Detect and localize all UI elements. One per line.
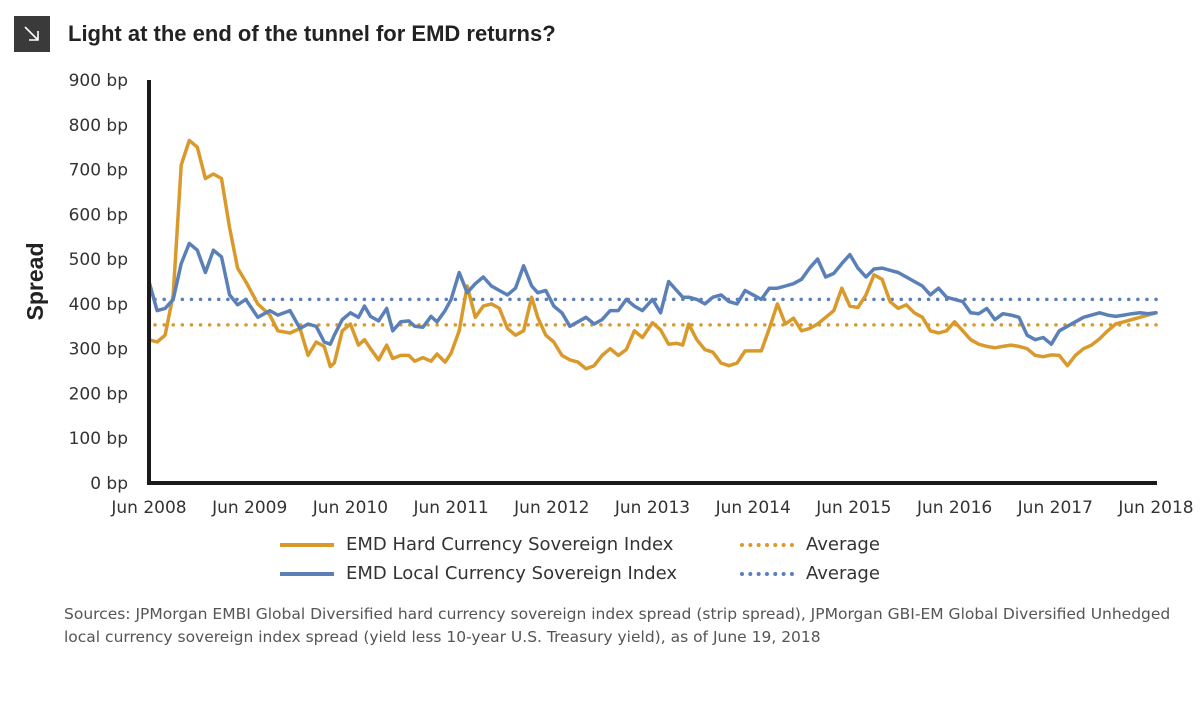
legend-label-hard-average: Average — [806, 534, 880, 555]
series-line-local — [147, 241, 1158, 346]
x-tick-label: Jun 2010 — [312, 498, 388, 518]
chart-title: Light at the end of the tunnel for EMD r… — [68, 21, 556, 46]
sources-note: Sources: JPMorgan EMBI Global Diversifie… — [64, 605, 1171, 646]
legend: EMD Hard Currency Sovereign Index Averag… — [280, 530, 880, 588]
legend-row-local: EMD Local Currency Sovereign Index Avera… — [280, 559, 880, 588]
x-tick-label: Jun 2011 — [412, 498, 488, 518]
y-tick-label: 400 bp — [69, 295, 128, 315]
y-tick-label: 100 bp — [69, 429, 128, 449]
legend-item-local: EMD Local Currency Sovereign Index — [280, 563, 677, 584]
x-tick-label: Jun 2013 — [614, 498, 690, 518]
x-tick-label: Jun 2012 — [513, 498, 589, 518]
y-tick-label: 200 bp — [69, 384, 128, 404]
legend-swatch-local — [280, 571, 334, 576]
legend-swatch-local-average — [740, 571, 794, 576]
y-tick-label: 500 bp — [69, 250, 128, 270]
legend-swatch-hard-average — [740, 542, 794, 547]
legend-label-local: EMD Local Currency Sovereign Index — [346, 563, 678, 584]
legend-item-hard-average: Average — [740, 534, 880, 555]
legend-swatch-hard — [280, 542, 334, 547]
y-tick-label: 700 bp — [69, 161, 128, 181]
y-tick-label: 300 bp — [69, 340, 128, 360]
x-tick-label: Jun 2014 — [715, 498, 791, 518]
y-tick-label: 0 bp — [90, 474, 128, 494]
legend-label-hard: EMD Hard Currency Sovereign Index — [346, 534, 674, 555]
legend-label-local-average: Average — [806, 563, 880, 584]
x-axis-ticks: Jun 2008 Jun 2009 Jun 2010 Jun 2011 Jun 2012… — [110, 498, 1193, 518]
x-tick-label: Jun 2015 — [815, 498, 891, 518]
arrow-down-right-icon — [14, 16, 50, 52]
series-layer — [147, 138, 1159, 371]
legend-item-local-average: Average — [740, 563, 880, 584]
y-axis-ticks: 0 bp 100 bp 200 bp 300 bp 400 bp 500 bp 600 bp… — [69, 71, 128, 494]
x-tick-label: Jun 2016 — [916, 498, 992, 518]
y-tick-label: 800 bp — [69, 116, 128, 136]
legend-row-hard: EMD Hard Currency Sovereign Index Averag… — [280, 530, 880, 559]
y-tick-label: 600 bp — [69, 205, 128, 225]
chart-header: Light at the end of the tunnel for EMD r… — [14, 14, 556, 54]
x-tick-label: Jun 2008 — [110, 498, 186, 518]
x-tick-label: Jun 2018 — [1117, 498, 1193, 518]
legend-item-hard: EMD Hard Currency Sovereign Index — [280, 534, 673, 555]
y-axis-label: Spread — [22, 243, 48, 321]
y-tick-label: 900 bp — [69, 71, 128, 91]
x-tick-label: Jun 2017 — [1017, 498, 1093, 518]
x-tick-label: Jun 2009 — [211, 498, 287, 518]
series-line-hard — [147, 138, 1158, 371]
